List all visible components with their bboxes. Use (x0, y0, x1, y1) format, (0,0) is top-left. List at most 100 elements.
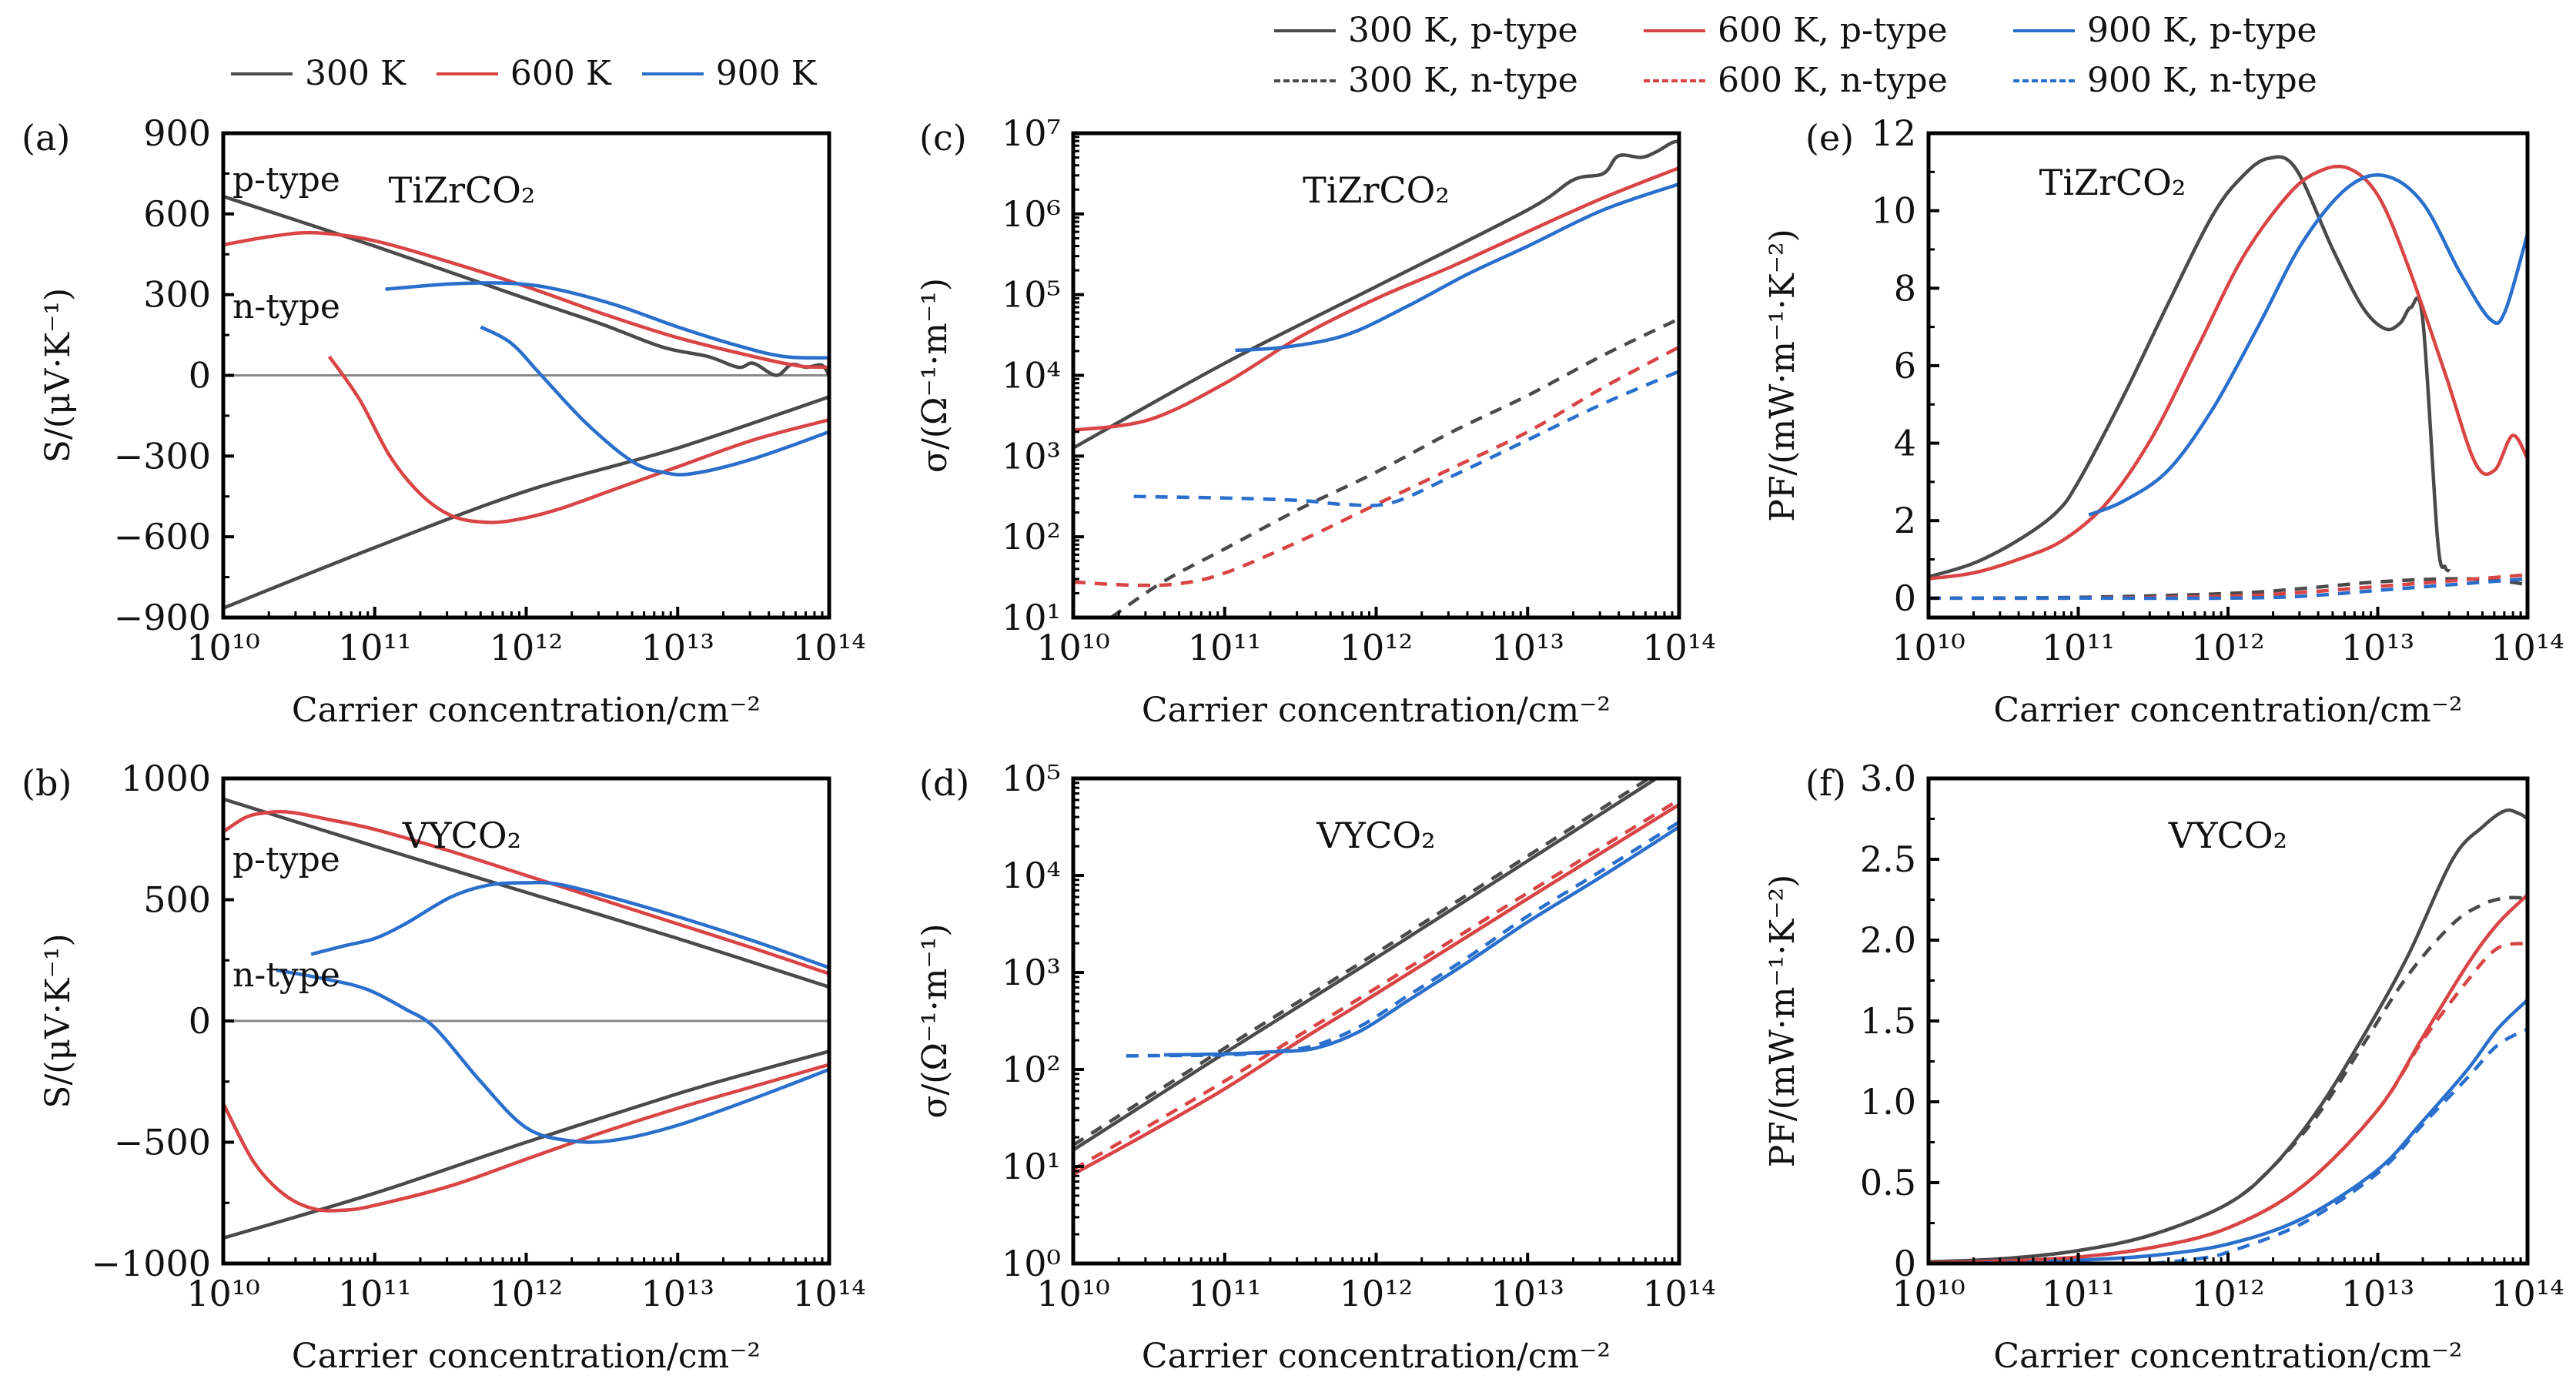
x-tick-label: 10¹¹ (1188, 1273, 1261, 1314)
y-tick-label: 0 (1894, 577, 1916, 619)
material-title: VYCO₂ (2168, 815, 2287, 856)
series-300-k-p-type (1073, 139, 1679, 450)
panel-label: (f) (1805, 762, 1846, 804)
x-tick-label: 10¹⁴ (792, 627, 865, 668)
y-tick-label: 3.0 (1860, 758, 1916, 799)
x-tick-label: 10¹⁰ (186, 627, 259, 668)
panel-b: 10¹⁰ 10¹¹ 10¹² 10¹³ 10¹⁴ −1000 −500 0 500 1000 Car… (22, 758, 866, 1376)
legend-label: 900 K, p-type (2087, 11, 2317, 50)
x-tick-label: 10¹⁰ (1036, 627, 1109, 668)
x-tick-label: 10¹³ (641, 627, 714, 668)
legend-item: 900 K (641, 54, 817, 93)
panel-d: 10¹⁰ 10¹¹ 10¹² 10¹³ 10¹⁴ 10⁰ 10¹ 10² 10³ 10⁴ 10⁵ Ca… (915, 758, 1716, 1376)
legend-label: 300 K, p-type (1348, 11, 1578, 50)
x-tick-label: 10¹² (2191, 627, 2264, 668)
series-600-k-n-type (1073, 345, 1679, 587)
legend-swatch (231, 72, 293, 75)
y-tick-label: −1000 (91, 1243, 211, 1284)
y-tick-label: 500 (143, 879, 211, 921)
y-axis-label: σ/(Ω⁻¹·m⁻¹) (915, 923, 955, 1118)
legend-label: 300 K (305, 54, 406, 93)
series-900-k-p-type (385, 281, 829, 360)
y-tick-label: 10³ (1002, 952, 1061, 993)
y-axis-label: S/(μV·K⁻¹) (38, 933, 78, 1108)
y-tick-label: 0 (189, 1000, 211, 1042)
material-title: TiZrCO₂ (1303, 169, 1450, 211)
y-tick-label: 4 (1894, 423, 1916, 464)
series-600-k-n-type (1929, 573, 2527, 601)
series-600-k-n-type (1929, 941, 2527, 1264)
y-axis-label: S/(μV·K⁻¹) (38, 288, 78, 463)
legend-item: 300 K, p-type (1274, 11, 1613, 50)
panel-c: 10¹⁰ 10¹¹ 10¹² 10¹³ 10¹⁴ 10¹ 10² 10³ 10⁴ 10⁵ 10⁶ 10… (915, 112, 1716, 730)
legend-label: 300 K, n-type (1348, 61, 1578, 100)
series-600-k-p-type (1073, 803, 1679, 1177)
y-tick-label: 1.0 (1860, 1081, 1916, 1123)
x-axis-label: Carrier concentration/cm⁻² (1993, 691, 2462, 730)
panel-a: 10¹⁰ 10¹¹ 10¹² 10¹³ 10¹⁴ −900 −600 −300 0 300 600 9… (22, 112, 866, 730)
x-tick-label: 10¹¹ (338, 627, 411, 668)
y-tick-label: −600 (114, 516, 211, 557)
panel-label: (e) (1805, 117, 1854, 159)
y-tick-label: 12 (1871, 112, 1916, 154)
y-tick-label: −500 (114, 1122, 211, 1163)
x-tick-label: 10¹⁰ (1892, 1273, 1965, 1314)
x-tick-label: 10¹² (1340, 1273, 1413, 1314)
x-tick-label: 10¹³ (2341, 627, 2414, 668)
legend-swatch (641, 72, 704, 75)
series-600-k-n-type (327, 355, 829, 524)
panel-f: 10¹⁰ 10¹¹ 10¹² 10¹³ 10¹⁴ 0 0.5 1.0 1.5 2.0 2.5 3.0 C… (1763, 758, 2564, 1376)
y-tick-label: 10⁰ (1002, 1243, 1061, 1284)
x-axis-label: Carrier concentration/cm⁻² (1993, 1337, 2462, 1376)
legend-label: 600 K, n-type (1718, 61, 1948, 100)
y-tick-label: 6 (1894, 345, 1916, 387)
legend-item: 900 K, n-type (2013, 61, 2352, 100)
series-600-k-p-type (223, 230, 829, 370)
series-900-k-p-type (1235, 182, 1679, 353)
series-900-k-n-type (1133, 370, 1679, 507)
y-tick-label: 10⁵ (1002, 758, 1061, 799)
y-tick-label: 10² (1002, 1049, 1061, 1090)
legend-label: 600 K, p-type (1718, 11, 1948, 50)
material-title: VYCO₂ (402, 815, 521, 856)
legend-item: 900 K, p-type (2013, 11, 2352, 50)
material-title: TiZrCO₂ (2039, 162, 2186, 203)
series-300-k-p-type (1929, 155, 2451, 579)
legend-swatch (2013, 79, 2075, 82)
legend-label: 900 K, n-type (2087, 61, 2317, 100)
y-axis-label: PF/(mW·m⁻¹·K⁻²) (1763, 229, 1802, 522)
series-300-k-n-type (223, 395, 829, 610)
x-tick-label: 10¹⁴ (1642, 1273, 1715, 1314)
series-300-k-n-type (1073, 778, 1652, 1147)
annotation-p-type: p-type (233, 840, 340, 879)
legend-swatch (436, 72, 498, 75)
panel-label: (c) (919, 117, 967, 159)
y-tick-label: 10⁴ (1002, 355, 1061, 397)
panel-e: 10¹⁰ 10¹¹ 10¹² 10¹³ 10¹⁴ 0 2 4 6 8 10 12 Carrier con… (1763, 112, 2564, 730)
series-300-k-n-type (1929, 577, 2527, 601)
legend-item: 600 K, n-type (1644, 61, 1982, 100)
x-tick-label: 10¹¹ (2042, 1273, 2115, 1314)
panel-label: (d) (919, 762, 969, 804)
x-axis-label: Carrier concentration/cm⁻² (1142, 691, 1611, 730)
y-tick-label: 600 (143, 193, 211, 235)
series-900-k-p-type (310, 880, 829, 969)
series-900-k-n-type (1929, 577, 2527, 601)
y-axis-label: PF/(mW·m⁻¹·K⁻²) (1763, 875, 1802, 1168)
y-tick-label: 10¹ (1002, 1146, 1061, 1187)
y-tick-label: 10 (1871, 190, 1916, 232)
legend-item: 600 K (436, 54, 611, 93)
series-900-k-n-type (480, 325, 829, 477)
x-tick-label: 10¹² (1340, 627, 1413, 668)
y-tick-label: 2.0 (1860, 919, 1916, 961)
material-title: VYCO₂ (1316, 815, 1435, 856)
y-tick-label: 2.5 (1860, 838, 1916, 880)
y-tick-label: 0 (189, 355, 211, 397)
y-tick-label: 10⁷ (1002, 112, 1061, 154)
legend-swatch (1274, 28, 1336, 32)
series-900-k-n-type (276, 968, 829, 1144)
legend-swatch (2013, 28, 2075, 32)
annotation-n-type: n-type (233, 956, 340, 995)
series-300-k-p-type (1073, 778, 1660, 1152)
panel-label: (b) (22, 762, 72, 804)
